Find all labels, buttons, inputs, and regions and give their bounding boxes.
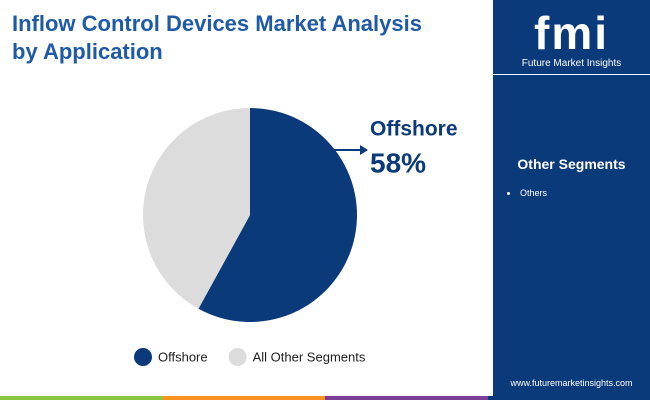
- chart: Offshore 58% Offshore All Other Segments: [134, 108, 458, 366]
- color-strip: [0, 396, 650, 400]
- strip-part: [162, 396, 325, 400]
- pie-slice: [198, 108, 358, 322]
- legend-marker: [228, 348, 247, 366]
- website: www.futuremarketinsights.com: [510, 378, 633, 388]
- strip-part: [487, 396, 650, 400]
- logo: fmi: [534, 7, 609, 59]
- sidebar-item: Others: [507, 188, 547, 198]
- data-label: 58%: [370, 147, 426, 178]
- callout-label: Offshore: [370, 118, 458, 141]
- sidebar-list: Others: [507, 188, 547, 198]
- legend-label: All Other Segments: [253, 349, 366, 364]
- sidebar-title: Other Segments: [517, 156, 626, 172]
- legend-label: Offshore: [158, 349, 208, 364]
- brand-name: Future Market Insights: [521, 58, 622, 69]
- pie-slice: [143, 108, 250, 309]
- strip-part: [325, 396, 488, 400]
- sidebar: fmi Future Market Insights Other Segment…: [493, 0, 650, 400]
- strip-part: [0, 396, 163, 400]
- separator: [493, 74, 650, 75]
- chart-title: Inflow Control Devices Market Analysis b…: [12, 11, 422, 64]
- callout-arrowhead: [360, 145, 368, 155]
- legend-marker: [134, 348, 152, 366]
